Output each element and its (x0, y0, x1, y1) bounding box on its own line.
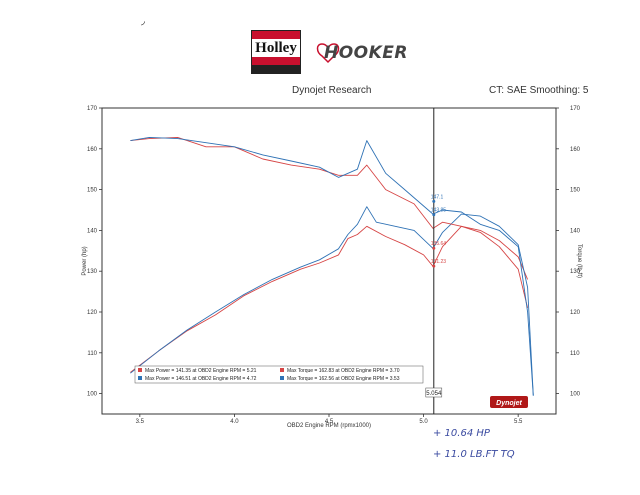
y-tick-label-left: 140 (87, 228, 98, 234)
hooker-logo: HOOKER (314, 40, 409, 66)
series-layer (130, 136, 534, 396)
legend-swatch (280, 376, 284, 380)
y-tick-label-right: 150 (570, 188, 581, 194)
x-tick-label: 5.0 (419, 419, 428, 425)
series-line-power-0 (130, 225, 529, 373)
series-line-power-1 (130, 206, 534, 396)
holley-logo: Holley (251, 30, 301, 74)
cursor-rpm-label: 5.054 (426, 391, 442, 397)
hooker-logo-text: HOOKER (324, 43, 409, 63)
legend-swatch (138, 368, 142, 372)
legend-box: Max Power = 141.35 at OBD2 Engine RPM = … (134, 365, 424, 384)
series-line-torque-2 (130, 136, 529, 309)
dynojet-watermark-text: Dynojet (496, 400, 522, 407)
y-tick-label-left: 170 (87, 106, 98, 112)
legend-entry: Max Torque = 162.83 at OBD2 Engine RPM =… (287, 368, 400, 374)
y-tick-label-right: 160 (570, 147, 581, 153)
y-axis-left: 170 160 150 140 130 120 110 100 (87, 106, 102, 398)
cursor-point (432, 264, 436, 268)
cursor-point (432, 246, 436, 250)
y-tick-label-left: 120 (87, 310, 98, 316)
chart-header-settings: CT: SAE Smoothing: 5 (489, 85, 589, 96)
annotation-torque-gain: + 11.0 LB.FT TQ (433, 449, 515, 460)
y-tick-label-left: 160 (87, 147, 98, 153)
chart-header-title: Dynojet Research (292, 85, 372, 96)
cursor-value-label: 135.64 (431, 241, 447, 247)
legend-entry: Max Torque = 162.56 at OBD2 Engine RPM =… (287, 376, 400, 382)
y-tick-label-right: 130 (570, 269, 581, 275)
y-axis-left-label: Power (hp) (82, 246, 88, 275)
y-tick-label-right: 100 (570, 392, 581, 398)
y-tick-label-left: 100 (87, 392, 98, 398)
cursor-value-label: 131.23 (431, 259, 447, 265)
cursor-point (432, 199, 436, 203)
legend-entry: Max Power = 141.35 at OBD2 Engine RPM = … (145, 368, 257, 374)
x-tick-label: 4.0 (230, 419, 239, 425)
legend-swatch (280, 368, 284, 372)
dynojet-watermark: Dynojet (490, 396, 528, 408)
x-axis-label: OBD2 Engine RPM (rpmx1000) (287, 423, 371, 429)
y-tick-label-left: 110 (87, 351, 97, 357)
legend-swatch (138, 376, 142, 380)
y-tick-label-left: 150 (87, 188, 98, 194)
annotation-hp-gain: + 10.64 HP (433, 428, 490, 439)
x-tick-label: 4.5 (325, 419, 334, 425)
series-line-torque-3 (130, 136, 534, 396)
y-axis-right-label: Torque (lb-ft) (576, 244, 582, 278)
cursor-values: 147.1 143.85 135.64 131.23 (431, 194, 447, 268)
y-tick-label-right: 120 (570, 310, 581, 316)
scan-speck: ◞ (141, 16, 145, 27)
cursor-value-box (425, 387, 443, 398)
y-tick-label-right: 110 (570, 351, 580, 357)
cursor-value-label: 143.85 (431, 208, 447, 214)
y-axis-right: 170 160 150 140 130 120 110 100 (556, 106, 581, 398)
y-tick-label-left: 130 (87, 269, 98, 275)
y-tick-label-right: 170 (570, 106, 581, 112)
x-tick-label: 3.5 (136, 419, 145, 425)
holley-logo-text: Holley (252, 39, 300, 57)
y-tick-label-right: 140 (570, 228, 581, 234)
cursor-value-label: 147.1 (431, 194, 444, 200)
x-axis: 3.5 4.0 4.5 5.0 5.5 (136, 414, 523, 425)
cursor-point (432, 213, 436, 217)
legend-entry: Max Power = 146.51 at OBD2 Engine RPM = … (145, 376, 257, 382)
x-tick-label: 5.5 (514, 419, 523, 425)
